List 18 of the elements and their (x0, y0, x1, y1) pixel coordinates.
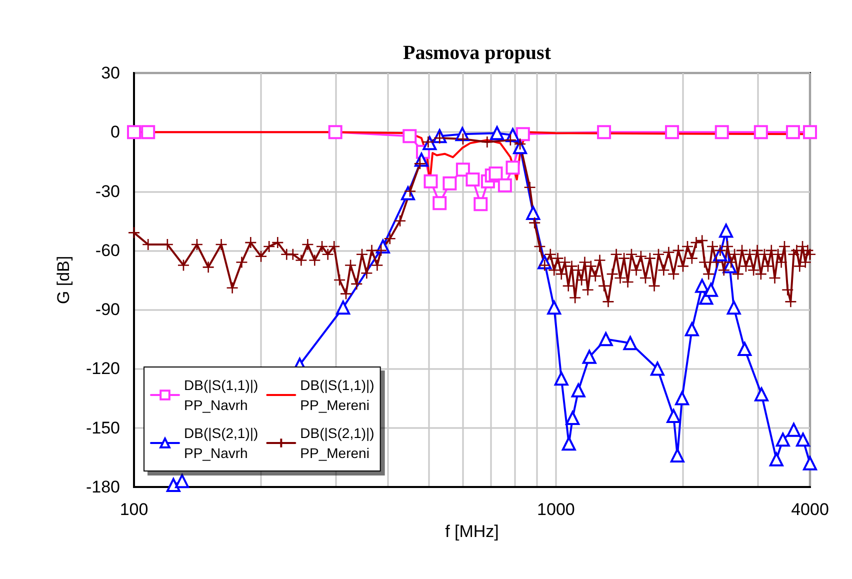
y-tick-label: -180 (86, 478, 120, 496)
x-axis-title: f [MHz] (445, 522, 499, 541)
y-tick-label: -150 (86, 418, 120, 438)
y-tick-label: -90 (95, 300, 120, 320)
y-tick-label: -60 (95, 240, 120, 260)
y-tick-label: 0 (110, 122, 120, 142)
x-tick-label: 100 (120, 500, 148, 519)
legend-label: DB(|S(2,1)|) PP_Navrh (184, 425, 258, 461)
legend-label: DB(|S(1,1)|) PP_Navrh (184, 377, 258, 413)
x-tick-label: 4000 (791, 500, 829, 519)
y-axis-title: G [dB] (54, 256, 73, 304)
y-tick-label: 30 (101, 64, 120, 82)
chart-title: Pasmova propust (403, 42, 552, 64)
x-tick-label: 1000 (537, 500, 575, 519)
legend-label: DB(|S(2,1)|) PP_Mereni (300, 425, 374, 461)
legend-label: DB(|S(1,1)|) PP_Mereni (300, 377, 374, 413)
y-tick-label: -120 (86, 359, 120, 378)
y-tick-label: -30 (95, 182, 120, 201)
